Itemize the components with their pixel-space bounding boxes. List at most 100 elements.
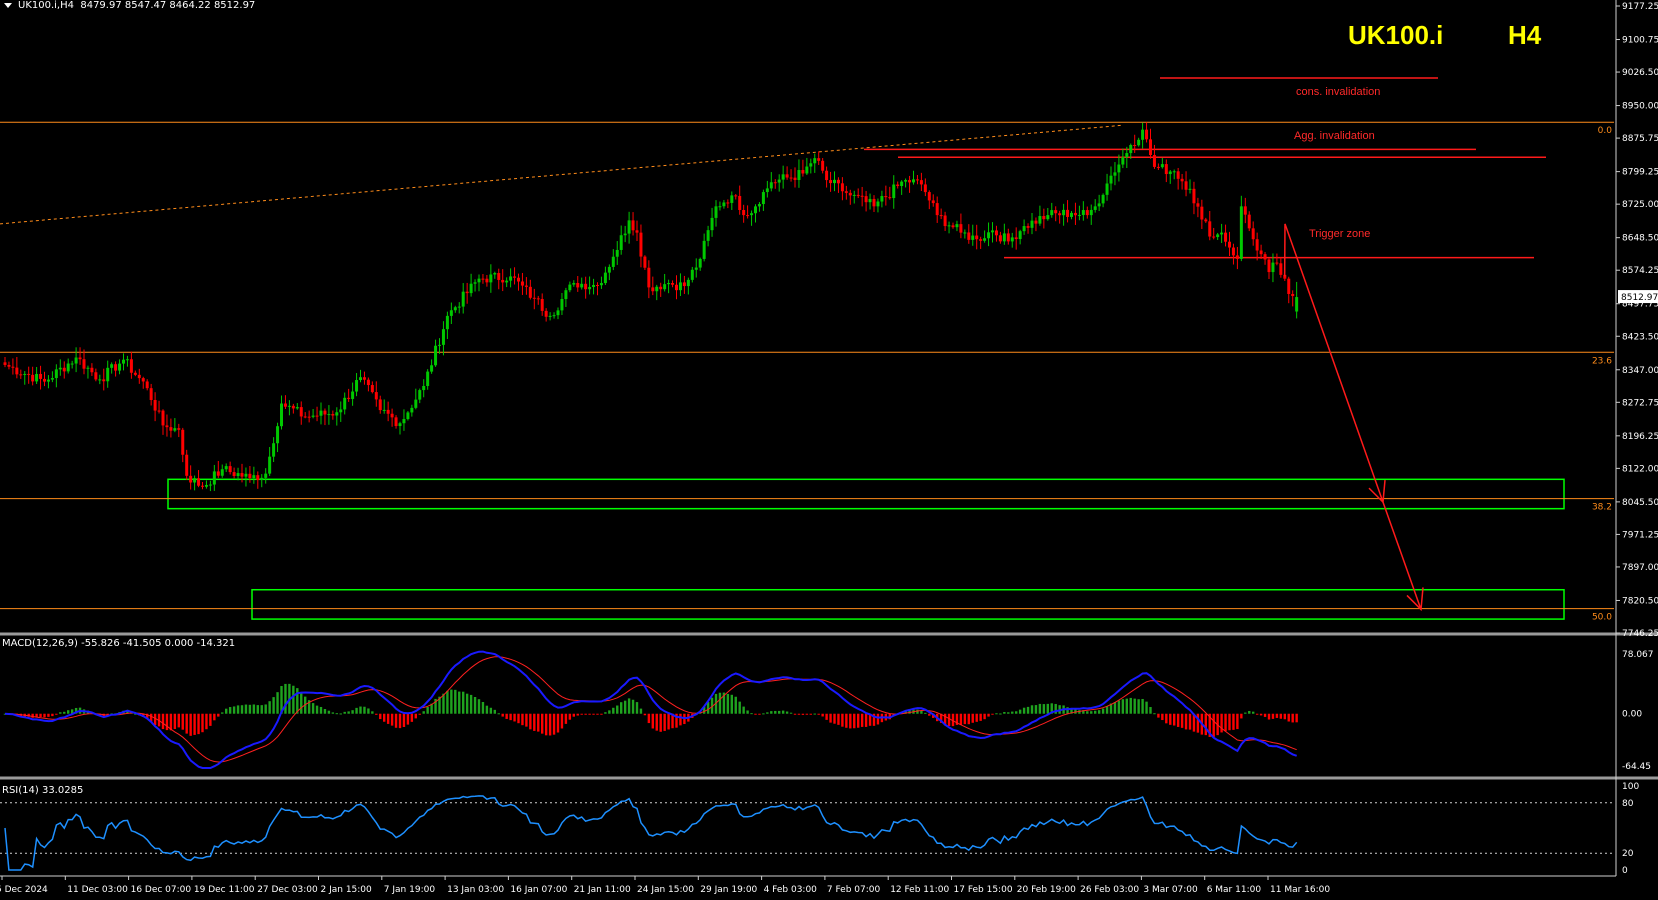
macd-histogram-bar bbox=[161, 713, 165, 730]
macd-histogram-bar bbox=[173, 713, 177, 729]
macd-histogram-bar bbox=[730, 694, 733, 714]
macd-histogram-bar bbox=[469, 694, 473, 714]
macd-histogram-bar bbox=[999, 713, 1002, 715]
macd-histogram-bar bbox=[307, 700, 311, 714]
macd-histogram-bar bbox=[616, 705, 619, 714]
candle-body bbox=[979, 239, 983, 241]
macd-histogram-bar bbox=[394, 713, 398, 728]
macd-histogram-bar bbox=[153, 713, 157, 726]
candle-body bbox=[1066, 209, 1070, 217]
macd-histogram-bar bbox=[473, 697, 477, 714]
candle-body bbox=[991, 230, 994, 233]
macd-histogram-bar bbox=[1113, 702, 1117, 714]
macd-histogram-bar bbox=[1259, 713, 1263, 716]
candle-body bbox=[513, 276, 517, 278]
candle-body bbox=[560, 299, 564, 311]
macd-histogram-bar bbox=[244, 704, 248, 714]
macd-histogram-bar bbox=[1228, 713, 1231, 731]
candle-body bbox=[1081, 210, 1085, 215]
macd-histogram-bar bbox=[793, 713, 797, 715]
candle-body bbox=[1212, 236, 1216, 238]
fib-label-23.6: 23.6 bbox=[1592, 356, 1612, 366]
candle-body bbox=[789, 177, 793, 179]
macd-histogram-bar bbox=[1074, 709, 1077, 714]
candle-body bbox=[216, 471, 220, 476]
time-tick-label: 29 Jan 19:00 bbox=[700, 885, 757, 895]
candle-body bbox=[311, 415, 315, 417]
macd-histogram-bar bbox=[1157, 713, 1160, 718]
macd-histogram-bar bbox=[623, 700, 627, 714]
candle-body bbox=[165, 425, 169, 428]
candle-body bbox=[599, 283, 603, 286]
target-zone-2 bbox=[251, 588, 1565, 620]
macd-histogram-bar bbox=[1042, 704, 1046, 714]
macd-histogram-bar bbox=[1018, 709, 1022, 714]
candle-body bbox=[682, 282, 686, 287]
macd-histogram-bar bbox=[778, 710, 781, 714]
candle-body bbox=[201, 485, 204, 487]
candle-body bbox=[347, 397, 351, 399]
macd-histogram-bar bbox=[1287, 713, 1290, 722]
candle-body bbox=[264, 473, 268, 478]
rsi-line bbox=[4, 795, 1298, 871]
rsi-label: RSI(14) 33.0285 bbox=[2, 785, 84, 796]
time-tick-label: 12 Feb 11:00 bbox=[890, 885, 949, 895]
macd-histogram-bar bbox=[1165, 713, 1168, 724]
candle-body bbox=[378, 399, 382, 411]
macd-histogram-bar bbox=[635, 702, 639, 714]
candle-body bbox=[864, 196, 868, 203]
candle-body bbox=[892, 184, 896, 199]
macd-histogram-bar bbox=[201, 713, 204, 733]
trigger-zone-label: Trigger zone bbox=[1309, 228, 1371, 240]
title-timeframe: H4 bbox=[1508, 20, 1542, 50]
macd-histogram-bar bbox=[1022, 707, 1026, 714]
macd-histogram-bar bbox=[659, 713, 662, 732]
candle-body bbox=[722, 202, 726, 207]
fib-label-38.2: 38.2 bbox=[1592, 503, 1612, 513]
candle-body bbox=[339, 409, 343, 413]
macd-histogram-bar bbox=[821, 713, 824, 717]
macd-histogram-bar bbox=[169, 713, 173, 731]
candle-body bbox=[1101, 194, 1105, 204]
macd-histogram-bar bbox=[872, 713, 876, 726]
macd-histogram-bar bbox=[1275, 713, 1279, 718]
macd-histogram-bar bbox=[714, 693, 718, 714]
macd-histogram-bar bbox=[537, 713, 540, 732]
candle-body bbox=[971, 235, 975, 240]
macd-histogram-bar bbox=[213, 713, 216, 721]
price-tick-label: 9177.25 bbox=[1622, 2, 1658, 12]
candle-body bbox=[370, 385, 374, 393]
time-tick-label: 3 Mar 07:00 bbox=[1143, 885, 1198, 895]
candle-body bbox=[631, 220, 635, 231]
price-tick-label: 8347.00 bbox=[1622, 366, 1658, 376]
price-tick-label: 7971.25 bbox=[1622, 530, 1658, 540]
candle-body bbox=[78, 357, 82, 360]
candle-body bbox=[967, 232, 971, 240]
macd-histogram-bar bbox=[521, 713, 524, 726]
price-candles bbox=[3, 122, 1299, 492]
macd-histogram-bar bbox=[576, 713, 579, 716]
macd-histogram-bar bbox=[458, 691, 461, 714]
macd-histogram-bar bbox=[481, 702, 485, 714]
macd-histogram-bar bbox=[667, 713, 670, 730]
candle-body bbox=[149, 388, 153, 400]
candle-body bbox=[473, 282, 477, 284]
candle-body bbox=[596, 284, 599, 286]
time-tick-label: 11 Mar 16:00 bbox=[1270, 885, 1330, 895]
candle-body bbox=[110, 364, 114, 368]
candle-body bbox=[1113, 172, 1117, 176]
macd-histogram-bar bbox=[505, 713, 508, 719]
candle-body bbox=[1160, 164, 1164, 168]
candle-body bbox=[801, 170, 805, 174]
candle-body bbox=[331, 414, 335, 416]
dropdown-triangle-icon[interactable] bbox=[4, 2, 12, 8]
candle-body bbox=[576, 283, 580, 288]
candle-body bbox=[457, 306, 461, 308]
candle-body bbox=[805, 166, 809, 174]
candle-body bbox=[1077, 214, 1081, 216]
macd-histogram-bar bbox=[1117, 700, 1121, 714]
candle-body bbox=[169, 427, 173, 431]
candle-body bbox=[430, 365, 434, 372]
macd-histogram-bar bbox=[1224, 713, 1227, 732]
